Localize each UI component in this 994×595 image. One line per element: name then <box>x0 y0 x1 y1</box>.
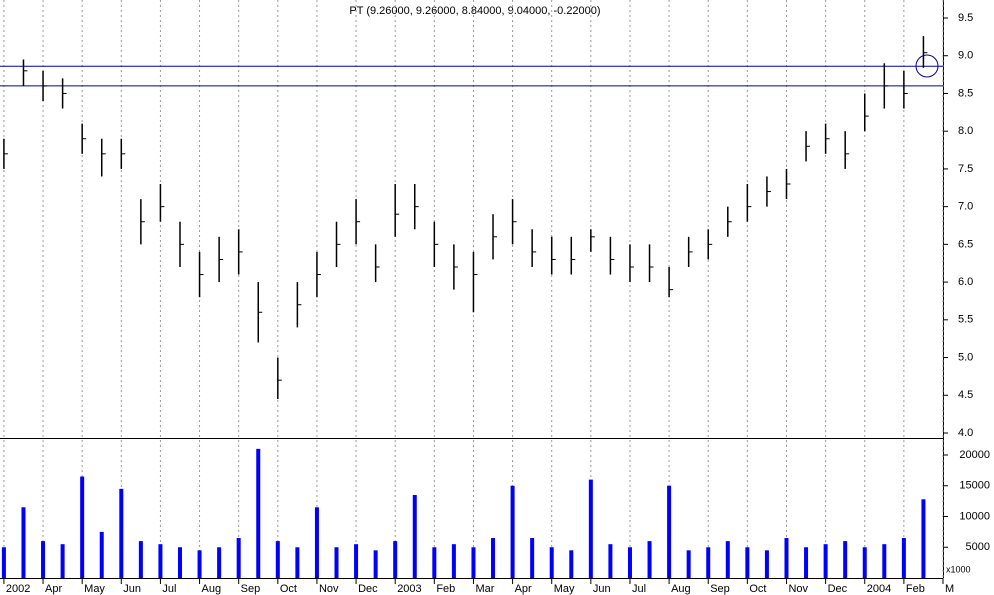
y-tick-label: 7.0 <box>958 201 973 213</box>
volume-bar <box>236 538 241 578</box>
x-tick-label: Mar <box>475 583 494 595</box>
volume-bar <box>706 547 711 578</box>
volume-bar <box>451 544 456 578</box>
volume-bar <box>843 541 848 578</box>
y-tick-label: 6.5 <box>958 238 973 250</box>
x-tick-label: 2003 <box>397 583 421 595</box>
volume-bar <box>80 476 85 578</box>
volume-bar <box>138 541 143 578</box>
x-tick-label: Feb <box>906 583 925 595</box>
x-tick-label: Jul <box>632 583 646 595</box>
volume-bar <box>21 507 26 578</box>
volume-bar <box>41 541 46 578</box>
x-tick-label: Dec <box>828 583 848 595</box>
volume-bar <box>862 547 867 578</box>
volume-bar <box>588 479 593 578</box>
volume-bar <box>275 541 280 578</box>
volume-bar <box>549 547 554 578</box>
y-tick-label: 9.5 <box>958 12 973 24</box>
y-tick-label: 6.0 <box>958 276 973 288</box>
x-tick-label: Apr <box>515 583 532 595</box>
x-tick-label: Sep <box>710 583 730 595</box>
y-tick-label: 8.0 <box>958 125 973 137</box>
volume-bar <box>1 547 6 578</box>
volume-bar <box>158 544 163 578</box>
volume-bar <box>745 547 750 578</box>
volume-bar <box>432 547 437 578</box>
y-tick-label: 5.5 <box>958 314 973 326</box>
y-tick-label: 9.0 <box>958 50 973 62</box>
x-tick-label: Apr <box>45 583 62 595</box>
y-tick-label: 10000 <box>959 510 990 522</box>
y-tick-label: 4.0 <box>958 427 973 439</box>
volume-bar <box>471 547 476 578</box>
x-tick-label: Jun <box>123 583 141 595</box>
y-tick-label: 5.0 <box>958 351 973 363</box>
x-tick-label: Aug <box>671 583 691 595</box>
volume-bar <box>647 541 652 578</box>
volume-bar <box>314 507 319 578</box>
volume-bar <box>119 488 124 578</box>
volume-bar <box>667 485 672 578</box>
volume-bar <box>901 538 906 578</box>
unit-label: x1000 <box>946 564 971 574</box>
x-tick-label: Sep <box>241 583 261 595</box>
volume-bar <box>627 547 632 578</box>
volume-bar <box>569 550 574 578</box>
y-tick-label: 8.5 <box>958 87 973 99</box>
y-tick-label: 7.5 <box>958 163 973 175</box>
chart-title: PT (9.26000, 9.26000, 8.84000, 9.04000, … <box>349 5 600 17</box>
x-tick-label: Oct <box>280 583 297 595</box>
volume-bar <box>354 544 359 578</box>
volume-bar <box>804 547 809 578</box>
volume-bar <box>823 544 828 578</box>
volume-bar <box>373 550 378 578</box>
volume-bar <box>491 538 496 578</box>
x-tick-label: Aug <box>202 583 222 595</box>
x-tick-label: Nov <box>319 583 339 595</box>
x-tick-label: 2004 <box>867 583 891 595</box>
volume-bar <box>608 544 613 578</box>
x-tick-label: May <box>554 583 575 595</box>
x-tick-label: May <box>84 583 105 595</box>
volume-bar <box>295 547 300 578</box>
x-tick-label: M <box>945 583 954 595</box>
x-tick-label: Feb <box>436 583 455 595</box>
volume-bar <box>197 550 202 578</box>
x-tick-label: Jun <box>593 583 611 595</box>
y-tick-label: 5000 <box>966 541 990 553</box>
volume-bar <box>510 485 515 578</box>
volume-bar <box>784 538 789 578</box>
volume-bar <box>177 547 182 578</box>
volume-bar <box>60 544 65 578</box>
volume-bar <box>256 448 261 578</box>
x-tick-label: Jul <box>162 583 176 595</box>
x-tick-label: Oct <box>749 583 766 595</box>
x-tick-label: 2002 <box>6 583 30 595</box>
y-tick-label: 4.5 <box>958 389 973 401</box>
volume-bar <box>412 494 417 578</box>
x-tick-label: Dec <box>358 583 378 595</box>
volume-bar <box>725 541 730 578</box>
x-tick-label: Nov <box>788 583 808 595</box>
volume-bar <box>921 499 926 578</box>
volume-bar <box>530 538 535 578</box>
y-tick-label: 15000 <box>959 480 990 492</box>
volume-bar <box>217 547 222 578</box>
volume-bar <box>393 541 398 578</box>
y-tick-label: 20000 <box>959 449 990 461</box>
volume-bar <box>334 547 339 578</box>
volume-bar <box>764 550 769 578</box>
volume-bar <box>99 531 104 578</box>
volume-bar <box>686 550 691 578</box>
volume-bar <box>882 544 887 578</box>
